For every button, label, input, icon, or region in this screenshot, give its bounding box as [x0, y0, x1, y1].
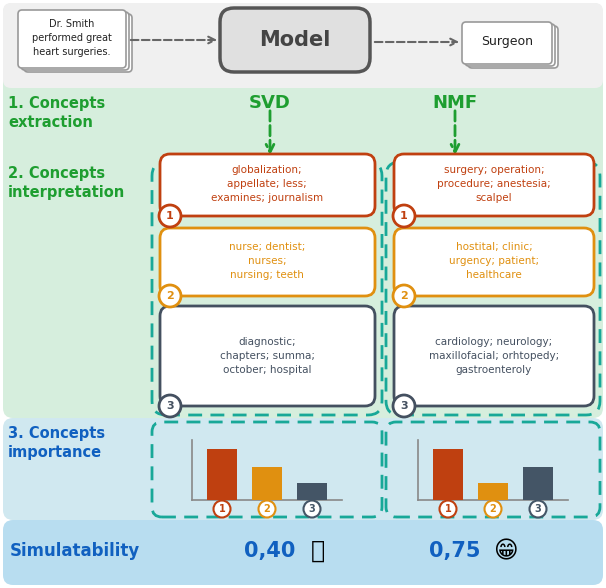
Text: nurse; dentist;
nurses;
nursing; teeth: nurse; dentist; nurses; nursing; teeth [229, 242, 305, 280]
Text: 😁: 😁 [493, 539, 518, 563]
Bar [433, 449, 463, 500]
Text: Simulatability: Simulatability [10, 542, 140, 560]
Text: 0,40: 0,40 [244, 541, 296, 561]
Text: 3: 3 [308, 504, 315, 514]
FancyBboxPatch shape [3, 3, 603, 88]
FancyBboxPatch shape [394, 154, 594, 216]
Text: SVD: SVD [249, 94, 291, 112]
FancyBboxPatch shape [21, 12, 129, 70]
Text: 2: 2 [264, 504, 270, 514]
Text: NMF: NMF [433, 94, 478, 112]
Bar [523, 467, 553, 500]
Circle shape [304, 500, 321, 517]
Circle shape [439, 500, 456, 517]
FancyBboxPatch shape [386, 422, 600, 517]
Text: cardiology; neurology;
maxillofacial; orhtopedy;
gastroenteroly: cardiology; neurology; maxillofacial; or… [429, 337, 559, 375]
FancyBboxPatch shape [220, 8, 370, 72]
FancyBboxPatch shape [3, 418, 603, 520]
Text: 1: 1 [219, 504, 225, 514]
FancyBboxPatch shape [160, 228, 375, 296]
FancyBboxPatch shape [152, 422, 382, 517]
Text: 3: 3 [400, 401, 408, 411]
Text: 1: 1 [166, 211, 174, 221]
Circle shape [393, 285, 415, 307]
FancyBboxPatch shape [465, 24, 555, 66]
Text: 1. Concepts
extraction: 1. Concepts extraction [8, 96, 105, 129]
Text: Model: Model [259, 30, 331, 50]
Text: diagnostic;
chapters; summa;
october; hospital: diagnostic; chapters; summa; october; ho… [219, 337, 315, 375]
FancyBboxPatch shape [160, 154, 375, 216]
FancyBboxPatch shape [3, 3, 603, 418]
Text: 3: 3 [534, 504, 541, 514]
FancyBboxPatch shape [3, 520, 603, 585]
Text: hostital; clinic;
urgency; patient;
healthcare: hostital; clinic; urgency; patient; heal… [449, 242, 539, 280]
Circle shape [393, 395, 415, 417]
Text: Dr. Smith
performed great
heart surgeries.: Dr. Smith performed great heart surgerie… [32, 19, 112, 57]
Text: 1: 1 [400, 211, 408, 221]
Circle shape [159, 285, 181, 307]
Circle shape [259, 500, 276, 517]
Bar [297, 483, 327, 500]
Text: 1: 1 [445, 504, 451, 514]
Text: globalization;
appellate; less;
examines; journalism: globalization; appellate; less; examines… [211, 165, 323, 203]
FancyBboxPatch shape [394, 306, 594, 406]
Circle shape [159, 205, 181, 227]
Text: 2: 2 [166, 291, 174, 301]
FancyBboxPatch shape [462, 22, 552, 64]
Text: Surgeon: Surgeon [481, 35, 533, 48]
Circle shape [213, 500, 230, 517]
FancyBboxPatch shape [394, 228, 594, 296]
FancyBboxPatch shape [18, 10, 126, 68]
Text: 2: 2 [490, 504, 496, 514]
Circle shape [530, 500, 547, 517]
Text: 🤔: 🤔 [311, 539, 325, 563]
Text: 0,75: 0,75 [429, 541, 481, 561]
Circle shape [393, 205, 415, 227]
FancyBboxPatch shape [160, 306, 375, 406]
FancyBboxPatch shape [24, 14, 132, 72]
Bar [207, 449, 237, 500]
Circle shape [485, 500, 502, 517]
Bar [252, 467, 282, 500]
Text: 2: 2 [400, 291, 408, 301]
FancyBboxPatch shape [468, 26, 558, 68]
Circle shape [159, 395, 181, 417]
Text: surgery; operation;
procedure; anestesia;
scalpel: surgery; operation; procedure; anestesia… [437, 165, 551, 203]
Bar [478, 483, 508, 500]
Text: 3: 3 [166, 401, 174, 411]
Text: 2. Concepts
interpretation: 2. Concepts interpretation [8, 166, 125, 199]
Text: 3. Concepts
importance: 3. Concepts importance [8, 426, 105, 460]
